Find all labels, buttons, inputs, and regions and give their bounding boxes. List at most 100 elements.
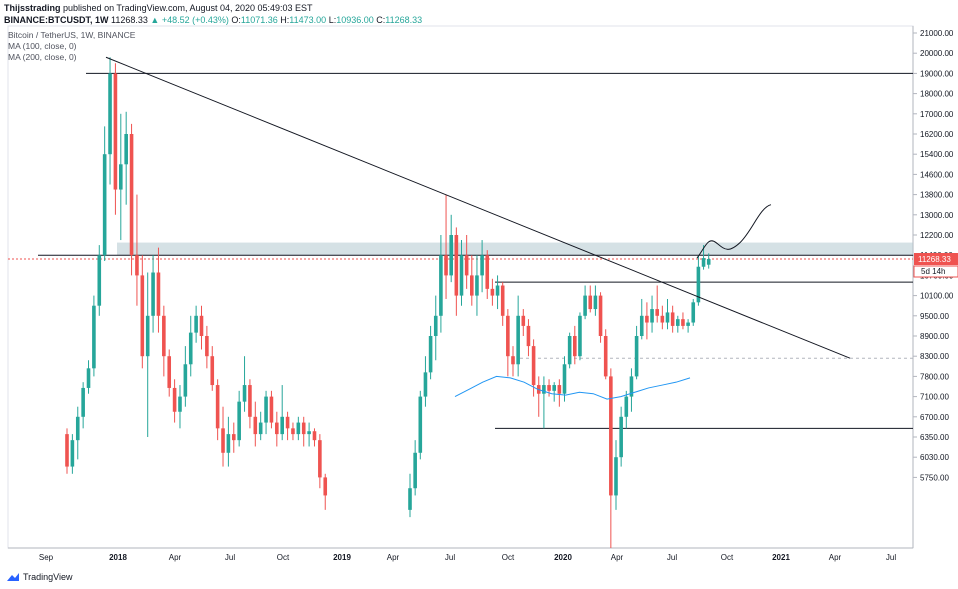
last-price-tag [914,252,958,265]
candle-body [578,315,582,357]
open-label: O: [231,15,241,25]
y-tick-label: 17000.00 [920,110,954,119]
tradingview-logo-icon [7,573,19,581]
candle-body [70,440,75,467]
candle-body [65,434,69,467]
chart-legend: Bitcoin / TetherUS, 1W, BINANCE MA (100,… [8,30,135,63]
candle-body [573,336,577,357]
y-tick-label: 12200.00 [920,231,954,240]
x-tick-label: Apr [829,553,842,562]
high-value: 11473.00 [289,15,327,25]
candle-body [102,154,107,256]
chart-header: Thijsstrading published on TradingView.c… [4,2,422,26]
candle-body [681,319,685,326]
candle-body [248,385,252,417]
x-tick-label: Oct [277,553,290,562]
close-value: 11268.33 [385,15,423,25]
close-label: C: [376,15,386,25]
candle-body [645,315,649,323]
candle-body [475,275,479,296]
candle-body [183,364,188,397]
resistance-zone [117,242,913,256]
candle-body [199,315,204,336]
publish-info: published on TradingView.com, August 04,… [63,3,313,13]
candle-body [691,302,696,323]
legend-ma200[interactable]: MA (200, close, 0) [8,52,77,62]
candle-body [285,416,290,429]
low-label: L: [328,15,337,25]
candle-body [567,336,572,365]
legend-ma100[interactable]: MA (100, close, 0) [8,41,77,51]
candle-body [433,315,438,336]
candle-body [145,315,150,357]
candle-body [108,73,112,155]
y-tick-label: 19000.00 [920,69,954,78]
candle-body [552,385,556,391]
candle-body [593,295,598,310]
change-value: ▲ +48.52 (+0.43%) [150,15,229,25]
candle-body [242,385,247,402]
brand-label: TradingView [23,572,73,582]
candle-body [506,315,510,357]
candle-body [485,255,490,289]
candle-body [624,396,629,417]
candle-body [655,309,659,316]
candle-body [542,385,546,394]
candle-body [547,385,551,391]
candle-body [454,235,459,296]
candle-body [500,285,505,316]
candle-body [226,434,231,453]
x-tick-label: 2019 [333,553,351,562]
y-tick-label: 6030.00 [920,453,949,462]
candle-body [237,401,241,441]
y-tick-label: 6700.00 [920,413,949,422]
candle-body [178,396,182,412]
legend-title: Bitcoin / TetherUS, 1W, BINANCE [8,30,136,40]
quote-line: BINANCE:BTCUSDT, 1W 11268.33 ▲ +48.52 (+… [4,14,422,26]
countdown-tag [913,265,958,278]
candle-body [231,434,236,441]
candle-body [188,332,193,365]
author-name[interactable]: Thijsstrading [4,3,61,13]
candle-body [129,134,134,256]
candle-body [598,295,603,336]
projection-path [696,204,772,259]
x-tick-label: Jul [445,553,455,562]
candle-body [650,309,654,323]
candle-body [113,73,118,190]
candle-body [172,387,177,412]
candle-body [97,255,102,306]
symbol-label: BINANCE:BTCUSDT, 1W [4,15,109,25]
x-tick-label: Oct [502,553,515,562]
candle-body [323,477,328,496]
candle-body [140,275,145,357]
y-tick-label: 20000.00 [920,49,954,58]
candle-body [562,364,567,394]
low-value: 10936.00 [336,15,374,25]
candle-body [318,440,322,478]
candle-body [81,387,85,417]
footer-brand[interactable]: TradingView [6,572,73,582]
candle-body [428,336,433,373]
ma-200-line [454,375,691,400]
candle-body [701,258,706,267]
x-tick-label: 2021 [772,553,790,562]
candle-body [135,255,139,276]
candle-body [253,416,258,435]
x-tick-label: 2018 [109,553,127,562]
candle-body [670,312,675,326]
candle-body [275,422,279,435]
countdown-tag-label: 5d 14h [921,267,945,276]
candle-body [280,416,284,435]
candle-body [444,255,448,276]
candle-body [312,431,317,441]
y-tick-label: 10100.00 [920,292,954,301]
y-tick-label: 18000.00 [920,90,954,99]
candle-body [162,315,166,357]
candle-body [588,295,593,310]
candle-body [490,288,495,296]
candle-body [92,305,96,369]
candle-body [511,356,515,365]
x-tick-label: Sep [39,553,54,562]
